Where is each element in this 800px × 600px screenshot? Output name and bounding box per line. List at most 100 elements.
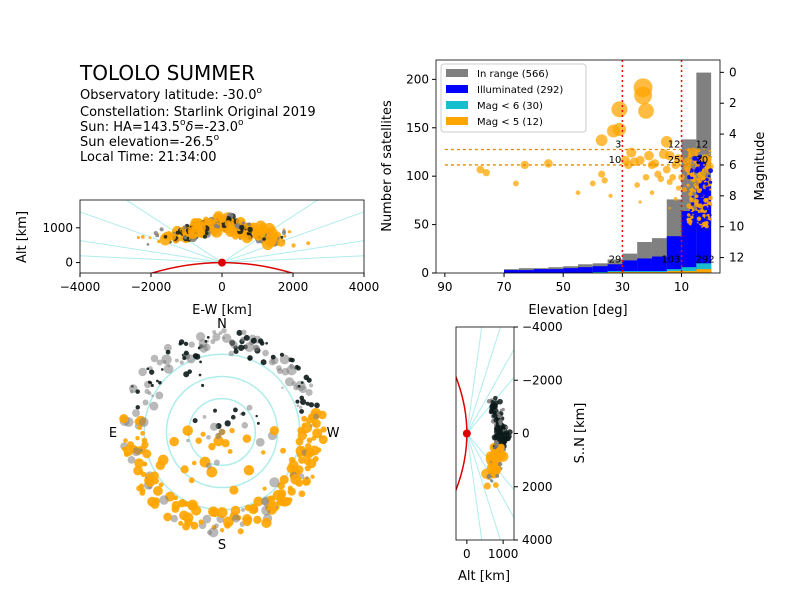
magnitude-point xyxy=(686,213,691,217)
dome-satellite-point xyxy=(216,507,228,518)
dome-satellite-point xyxy=(149,369,155,375)
dome-satellite-point xyxy=(269,426,279,436)
histogram-bar xyxy=(533,269,549,273)
dome-satellite-point xyxy=(243,465,255,476)
dome-satellite-point xyxy=(228,350,235,357)
dome-satellite-point xyxy=(299,385,307,394)
satellite-point xyxy=(228,224,236,232)
ns-x-axis-label: Alt [km] xyxy=(458,569,510,584)
histogram-bar xyxy=(637,258,652,273)
dome-satellite-point xyxy=(237,528,244,535)
dome-satellite-point xyxy=(214,523,219,529)
dome-satellite-point xyxy=(296,404,300,408)
dome-satellite-point xyxy=(210,508,220,518)
ns-satellite-point xyxy=(491,413,497,419)
dome-satellite-point xyxy=(140,430,146,436)
magnitude-point xyxy=(703,180,706,183)
dome-satellite-point xyxy=(260,450,266,455)
dome-satellite-point xyxy=(159,495,169,505)
sun-dec-text: =-23.0 xyxy=(194,120,239,135)
degree-mark: o xyxy=(257,86,263,96)
ns-y-ticks: −4000 −2000 0 2000 4000 xyxy=(514,320,563,547)
dome-satellite-point xyxy=(188,477,195,484)
magnitude-point xyxy=(705,186,710,191)
dome-satellite-point xyxy=(293,384,299,391)
magnitude-point xyxy=(686,203,692,209)
dome-satellite-point xyxy=(262,486,267,491)
dome-satellite-point xyxy=(230,414,236,420)
dome-satellite-point xyxy=(244,504,252,511)
ns-y-axis-label: S..N [km] xyxy=(573,403,588,464)
dome-satellite-point xyxy=(133,465,143,476)
dome-satellite-point xyxy=(213,435,224,447)
dome-satellite-point xyxy=(208,527,219,538)
count-annotation: 12 xyxy=(696,140,709,151)
satellite-point xyxy=(178,236,184,242)
magnitude-point xyxy=(611,101,628,118)
magnitude-point xyxy=(705,177,709,182)
dome-satellite-point xyxy=(288,460,299,471)
histogram-bar xyxy=(622,272,638,273)
satellite-point xyxy=(148,236,152,240)
histogram-axes-frame xyxy=(435,59,721,274)
ns-satellite-point xyxy=(497,398,503,405)
dome-satellite-point xyxy=(146,367,150,371)
observatory-info: TOLOLO SUMMER Observatory latitude: -30.… xyxy=(79,61,316,165)
magnitude-point xyxy=(687,154,692,159)
x-tick-label: −4000 xyxy=(60,280,101,294)
dome-satellite-point xyxy=(303,374,310,381)
satellite-point xyxy=(280,235,284,239)
dome-satellite-point xyxy=(305,476,309,480)
dome-satellite-point xyxy=(206,466,218,478)
dome-satellite-point xyxy=(250,337,257,344)
dome-satellite-point xyxy=(229,339,236,346)
magnitude-point xyxy=(699,197,702,200)
satellite-point xyxy=(175,230,180,235)
dome-satellite-point xyxy=(200,431,206,437)
dome-satellite-point xyxy=(138,367,147,377)
magnitude-point xyxy=(544,159,553,168)
magnitude-tick-label: 4 xyxy=(729,127,737,141)
ns-satellite-point xyxy=(493,395,498,401)
dome-satellite-point xyxy=(182,356,187,361)
magnitude-point xyxy=(704,221,709,225)
ns-satellite-point xyxy=(496,411,500,416)
dome-satellite-point xyxy=(265,341,269,345)
ns-satellite-point xyxy=(494,442,500,448)
elevation-guide-line xyxy=(466,433,514,519)
magnitude-point xyxy=(693,189,697,193)
ns-satellite-point xyxy=(501,407,505,412)
dome-satellite-point xyxy=(165,349,171,355)
dome-satellite-point xyxy=(150,383,154,388)
satellite-point xyxy=(183,235,188,240)
satellite-point xyxy=(282,229,286,234)
ns-satellite-point xyxy=(486,462,498,473)
histogram-bar xyxy=(681,271,697,273)
magnitude-point xyxy=(673,197,678,201)
dome-satellite-point xyxy=(279,354,290,365)
histogram-bar xyxy=(651,271,667,273)
elevation-guide-line xyxy=(221,255,364,264)
dome-satellite-point xyxy=(205,462,212,469)
histogram-bar xyxy=(592,272,608,273)
dome-satellite-point xyxy=(303,457,312,466)
ns-satellite-point xyxy=(490,471,496,477)
satellite-point xyxy=(252,228,263,240)
dome-satellite-point xyxy=(221,333,232,343)
satellite-point xyxy=(273,233,279,239)
dome-satellite-point xyxy=(300,398,307,405)
legend-box xyxy=(440,63,587,133)
dome-satellite-point xyxy=(262,349,269,357)
x-tick-label: 0 xyxy=(218,280,226,294)
magnitude-tick-label: 8 xyxy=(729,189,737,203)
observer-marker xyxy=(218,258,226,267)
dome-satellite-point xyxy=(297,430,308,441)
dome-satellite-point xyxy=(201,383,205,388)
count-annotation: 3 xyxy=(615,140,621,151)
histogram-bar xyxy=(666,271,682,273)
magnitude-point xyxy=(699,192,704,198)
x-tick-label: 70 xyxy=(496,280,511,294)
dome-satellite-point xyxy=(305,401,310,406)
dome-satellite-point xyxy=(142,461,148,467)
histogram-bar xyxy=(637,271,652,273)
